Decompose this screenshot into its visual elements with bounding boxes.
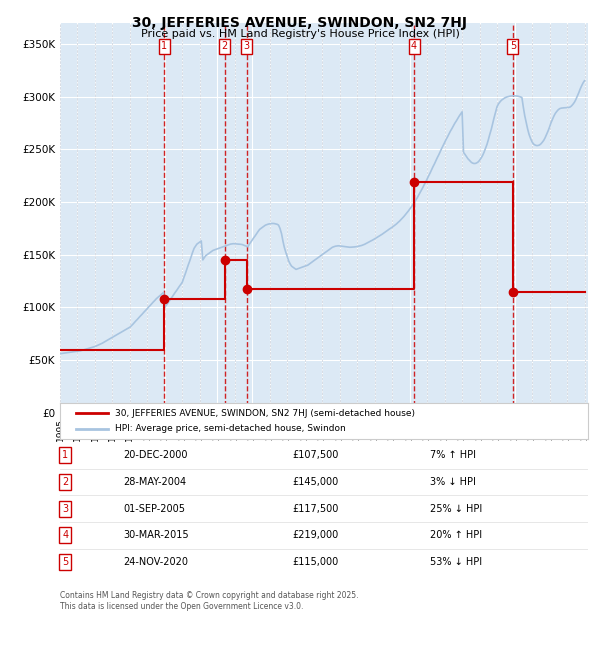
- Text: 28-MAY-2004: 28-MAY-2004: [124, 477, 187, 487]
- Text: 3: 3: [244, 41, 250, 51]
- Text: £115,000: £115,000: [292, 557, 338, 567]
- Text: 1: 1: [62, 450, 68, 460]
- Text: 20-DEC-2000: 20-DEC-2000: [124, 450, 188, 460]
- Text: 3% ↓ HPI: 3% ↓ HPI: [430, 477, 475, 487]
- Text: 4: 4: [411, 41, 417, 51]
- Text: 2: 2: [62, 477, 68, 487]
- Text: 1: 1: [161, 41, 167, 51]
- Text: Contains HM Land Registry data © Crown copyright and database right 2025.
This d: Contains HM Land Registry data © Crown c…: [60, 592, 359, 611]
- Text: 24-NOV-2020: 24-NOV-2020: [124, 557, 188, 567]
- Text: £107,500: £107,500: [292, 450, 338, 460]
- Text: Price paid vs. HM Land Registry's House Price Index (HPI): Price paid vs. HM Land Registry's House …: [140, 29, 460, 39]
- Text: £219,000: £219,000: [292, 530, 338, 540]
- Text: 5: 5: [509, 41, 516, 51]
- Text: £145,000: £145,000: [292, 477, 338, 487]
- Text: £117,500: £117,500: [292, 504, 338, 514]
- Text: 4: 4: [62, 530, 68, 540]
- Text: 3: 3: [62, 504, 68, 514]
- Text: 5: 5: [62, 557, 68, 567]
- Text: 53% ↓ HPI: 53% ↓ HPI: [430, 557, 482, 567]
- Text: HPI: Average price, semi-detached house, Swindon: HPI: Average price, semi-detached house,…: [115, 424, 346, 434]
- Text: 30-MAR-2015: 30-MAR-2015: [124, 530, 189, 540]
- Text: 30, JEFFERIES AVENUE, SWINDON, SN2 7HJ (semi-detached house): 30, JEFFERIES AVENUE, SWINDON, SN2 7HJ (…: [115, 408, 415, 417]
- Text: 01-SEP-2005: 01-SEP-2005: [124, 504, 185, 514]
- Text: 2: 2: [221, 41, 227, 51]
- Text: 20% ↑ HPI: 20% ↑ HPI: [430, 530, 482, 540]
- Text: 7% ↑ HPI: 7% ↑ HPI: [430, 450, 476, 460]
- Text: 30, JEFFERIES AVENUE, SWINDON, SN2 7HJ: 30, JEFFERIES AVENUE, SWINDON, SN2 7HJ: [133, 16, 467, 31]
- Text: 25% ↓ HPI: 25% ↓ HPI: [430, 504, 482, 514]
